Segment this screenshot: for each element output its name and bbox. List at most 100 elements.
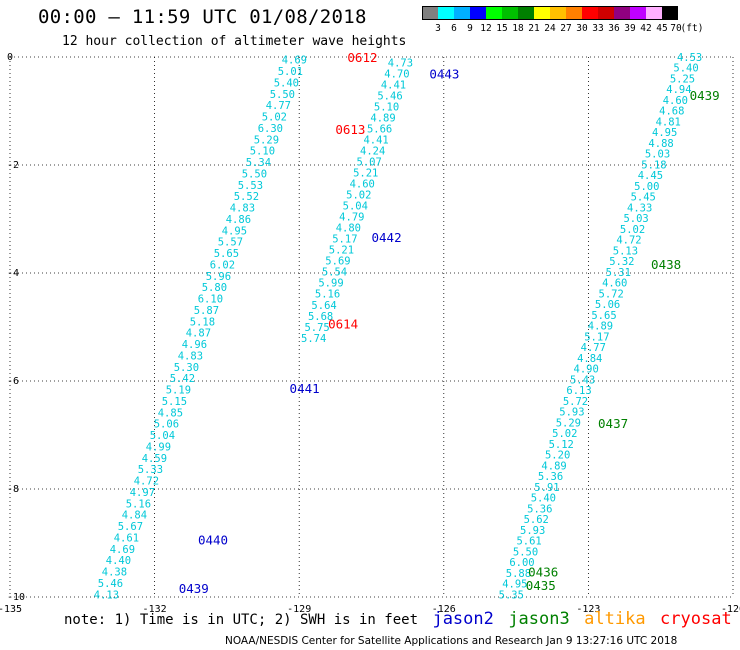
wave-height-point: 4.38 — [102, 567, 127, 579]
color-swatch — [502, 6, 518, 20]
wave-height-point: 4.13 — [94, 589, 119, 601]
color-swatch — [646, 6, 662, 20]
y-tick-label: -6 — [7, 376, 19, 387]
credit-line: NOAA/NESDIS Center for Satellite Applica… — [225, 635, 678, 647]
color-scale-tick-label: 12 — [480, 23, 492, 34]
color-scale-tick-label: 27 — [560, 23, 572, 34]
color-swatch — [470, 6, 486, 20]
pass-label: 0612 — [347, 50, 377, 65]
color-swatch — [486, 6, 502, 20]
wave-height-point: 5.62 — [524, 514, 549, 526]
legend-jason2: jason2 — [432, 609, 494, 629]
wave-height-point: 5.54 — [322, 267, 347, 279]
wave-height-point: 5.04 — [150, 430, 175, 442]
wave-height-point: 5.25 — [670, 73, 695, 85]
wave-height-point: 4.53 — [677, 52, 702, 64]
color-scale-tick-label: 3 — [435, 23, 441, 34]
color-swatch — [614, 6, 630, 20]
wave-height-point: 5.00 — [634, 181, 659, 193]
wave-height-point: 5.01 — [278, 66, 303, 78]
wave-height-point: 5.65 — [591, 310, 616, 322]
pass-label: 0443 — [429, 66, 459, 81]
legend-jason3: jason3 — [508, 609, 570, 629]
wave-height-point: 6.13 — [566, 385, 591, 397]
color-scale-tick-label: 42 — [640, 23, 652, 34]
wave-height-point: 5.07 — [357, 157, 382, 169]
wave-height-point: 5.03 — [623, 213, 648, 225]
wave-height-point: 5.15 — [162, 396, 187, 408]
pass-label: 0439 — [179, 581, 209, 596]
wave-height-point: 5.68 — [308, 311, 333, 323]
wave-height-point: 4.99 — [146, 441, 171, 453]
footer-legend: note: 1) Time is in UTC; 2) SWH is in fe… — [64, 609, 740, 629]
legend-cryosat: cryosat — [660, 609, 732, 629]
x-tick-label: -132 — [143, 604, 167, 615]
color-swatch — [550, 6, 566, 20]
wave-height-point: 5.93 — [559, 407, 584, 419]
wave-height-point: 5.34 — [246, 157, 271, 169]
color-swatch — [438, 6, 454, 20]
wave-height-point: 4.81 — [656, 116, 681, 128]
x-tick-label: -129 — [287, 604, 311, 615]
wave-height-point: 5.69 — [325, 256, 350, 268]
color-scale-unit: (ft) — [680, 23, 704, 34]
wave-height-point: 5.29 — [556, 417, 581, 429]
wave-height-point: 5.91 — [534, 482, 559, 494]
wave-height-point: 5.16 — [315, 289, 340, 301]
wave-height-point: 5.50 — [242, 168, 267, 180]
wave-height-point: 4.84 — [122, 510, 147, 522]
color-scale-tick-label: 45 — [656, 23, 668, 34]
wave-height-point: 4.41 — [363, 135, 388, 147]
wave-height-point: 5.43 — [570, 374, 595, 386]
color-scale-tick-label: 70 — [670, 23, 682, 34]
wave-height-point: 4.89 — [588, 321, 613, 333]
pass-label: 0441 — [290, 381, 320, 396]
color-swatch — [582, 6, 598, 20]
color-swatch — [518, 6, 534, 20]
y-tick-label: -8 — [7, 484, 19, 495]
wave-height-point: 5.06 — [595, 299, 620, 311]
wave-height-point: 5.02 — [262, 112, 287, 124]
wave-height-point: 5.17 — [332, 234, 357, 246]
wave-height-point: 6.10 — [198, 294, 223, 306]
color-scale-tick-label: 39 — [624, 23, 636, 34]
wave-height-point: 4.61 — [114, 532, 139, 544]
chart-title: 00:00 – 11:59 UTC 01/08/2018 — [38, 6, 367, 28]
color-scale-tick-label: 6 — [451, 23, 457, 34]
wave-height-point: 4.72 — [134, 476, 159, 488]
wave-height-point: 5.52 — [234, 191, 259, 203]
wave-height-point: 5.67 — [118, 521, 143, 533]
wave-height-point: 5.29 — [254, 134, 279, 146]
wave-height-point: 5.40 — [274, 77, 299, 89]
wave-height-point: 4.95 — [222, 225, 247, 237]
color-swatch — [422, 6, 438, 20]
wave-height-point: 5.21 — [353, 168, 378, 180]
wave-height-point: 5.88 — [506, 568, 531, 580]
wave-height-point: 4.24 — [360, 146, 385, 158]
y-tick-label: -10 — [7, 592, 25, 603]
y-tick-label: 0 — [7, 52, 13, 63]
wave-height-point: 4.87 — [186, 328, 211, 340]
wave-height-point: 5.02 — [620, 224, 645, 236]
wave-height-point: 4.80 — [336, 223, 361, 235]
color-swatch — [598, 6, 614, 20]
wave-height-point: 5.19 — [166, 385, 191, 397]
wave-height-point: 5.30 — [174, 362, 199, 374]
wave-height-point: 5.02 — [346, 190, 371, 202]
wave-height-point: 4.70 — [384, 68, 409, 80]
wave-height-point: 5.45 — [631, 192, 656, 204]
wave-height-point: 4.95 — [502, 579, 527, 591]
wave-height-point: 4.90 — [574, 364, 599, 376]
pass-label: 0613 — [335, 122, 365, 137]
wave-height-point: 5.72 — [563, 396, 588, 408]
wave-height-point: 5.35 — [499, 589, 524, 601]
wave-height-point: 5.04 — [343, 201, 368, 213]
wave-height-point: 5.36 — [527, 503, 552, 515]
color-scale-outline — [422, 6, 678, 20]
wave-height-point: 5.57 — [218, 237, 243, 249]
wave-height-point: 5.40 — [531, 493, 556, 505]
wave-height-point: 5.32 — [609, 256, 634, 268]
footer-note: note: 1) Time is in UTC; 2) SWH is in fe… — [64, 612, 419, 628]
wave-height-point: 5.46 — [377, 90, 402, 102]
color-swatch — [630, 6, 646, 20]
